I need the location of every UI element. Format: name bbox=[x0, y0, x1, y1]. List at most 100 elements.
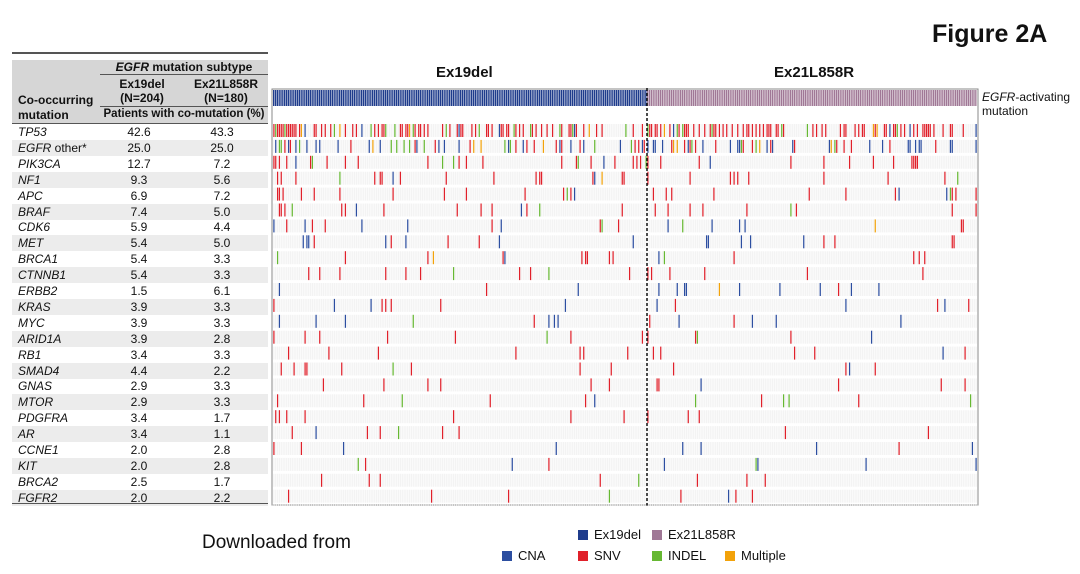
egfr-activating-cell bbox=[830, 90, 832, 106]
mutation-mark bbox=[364, 457, 367, 471]
mutation-mark bbox=[951, 235, 953, 249]
egfr-activating-cell bbox=[403, 90, 405, 106]
mutation-mark bbox=[898, 187, 900, 201]
egfr-activating-cell bbox=[505, 90, 508, 106]
ex21l858r-pct: 3.3 bbox=[213, 252, 231, 267]
mutation-mark bbox=[755, 124, 757, 137]
mutation-mark bbox=[742, 124, 744, 137]
egfr-activating-cell bbox=[362, 90, 365, 106]
ex19del-pct: 5.4 bbox=[130, 252, 148, 267]
egfr-activating-cell bbox=[586, 90, 588, 106]
mutation-mark bbox=[771, 139, 774, 153]
mutation-mark bbox=[575, 124, 578, 137]
mutation-mark bbox=[300, 442, 303, 455]
mutation-mark bbox=[506, 124, 508, 137]
egfr-activating-cell bbox=[412, 90, 414, 106]
mutation-mark bbox=[344, 124, 347, 137]
egfr-activating-cell bbox=[474, 90, 476, 106]
mutation-mark bbox=[770, 124, 772, 137]
mutation-mark bbox=[407, 124, 409, 137]
mutation-mark bbox=[546, 124, 548, 137]
mutation-mark bbox=[694, 330, 697, 344]
mutation-mark bbox=[689, 171, 691, 185]
mutation-mark bbox=[913, 251, 915, 265]
mutation-mark bbox=[601, 219, 603, 233]
mutation-mark bbox=[344, 251, 347, 265]
egfr-activating-cell bbox=[504, 90, 506, 106]
mutation-mark bbox=[507, 124, 510, 137]
egfr-activating-cell bbox=[834, 90, 836, 106]
egfr-activating-cell bbox=[364, 90, 366, 106]
mutation-mark bbox=[889, 124, 891, 137]
legend-swatch-multiple bbox=[725, 551, 735, 561]
mutation-mark bbox=[638, 473, 640, 487]
mutation-mark bbox=[568, 124, 570, 137]
egfr-activating-cell bbox=[291, 90, 293, 106]
mutation-mark bbox=[685, 124, 688, 137]
egfr-activating-cell bbox=[614, 90, 616, 106]
egfr-activating-cell bbox=[522, 90, 524, 106]
mutation-mark bbox=[643, 139, 645, 153]
egfr-activating-cell bbox=[879, 90, 882, 106]
egfr-activating-cell bbox=[755, 90, 757, 106]
mutation-mark bbox=[825, 124, 827, 137]
mutation-mark bbox=[390, 139, 392, 153]
egfr-activating-cell bbox=[966, 90, 968, 106]
egfr-activating-cell bbox=[663, 90, 665, 106]
mutation-mark bbox=[881, 139, 884, 153]
mutation-mark bbox=[350, 139, 352, 153]
mutation-mark bbox=[339, 171, 341, 185]
mutation-mark bbox=[676, 124, 678, 137]
mutation-mark bbox=[403, 139, 405, 153]
ex21l858r-pct: 7.2 bbox=[213, 188, 231, 203]
mutation-mark bbox=[975, 203, 977, 217]
egfr-activating-cell bbox=[956, 90, 959, 106]
mutation-mark bbox=[669, 124, 671, 137]
mutation-mark bbox=[306, 362, 308, 376]
mutation-mark bbox=[531, 124, 534, 137]
egfr-activating-cell bbox=[318, 90, 321, 106]
legend-swatch-ex19del bbox=[578, 530, 588, 540]
egfr-activating-cell bbox=[579, 90, 581, 106]
ex21l858r-pct: 2.2 bbox=[213, 490, 231, 505]
egfr-activating-cell bbox=[480, 90, 482, 106]
mutation-mark bbox=[396, 139, 398, 153]
mutation-mark bbox=[280, 124, 282, 137]
egfr-activating-cell bbox=[370, 90, 372, 106]
mutation-mark bbox=[408, 139, 411, 153]
mutation-mark bbox=[441, 155, 444, 169]
egfr-activating-cell bbox=[944, 90, 946, 106]
egfr-activating-cell bbox=[799, 90, 801, 106]
mutation-mark bbox=[324, 124, 326, 137]
mutation-mark bbox=[749, 235, 752, 249]
egfr-activating-cell bbox=[900, 90, 902, 106]
mutation-mark bbox=[777, 124, 779, 137]
mutation-mark bbox=[845, 124, 847, 137]
egfr-activating-cell bbox=[683, 90, 685, 106]
egfr-activating-cell bbox=[914, 90, 916, 106]
legend-swatch-indel bbox=[652, 551, 662, 561]
mutation-mark bbox=[594, 171, 596, 185]
mutation-mark bbox=[584, 394, 587, 408]
ex21l858r-pct: 2.2 bbox=[213, 363, 231, 378]
ex19del-pct: 3.9 bbox=[130, 331, 148, 346]
mutation-mark bbox=[751, 489, 754, 503]
mutation-mark bbox=[803, 235, 805, 249]
mutation-mark bbox=[608, 251, 611, 265]
mutation-mark bbox=[913, 155, 915, 169]
table-row: FGFR2 2.0 2.2 bbox=[12, 489, 268, 506]
egfr-activating-cell bbox=[890, 90, 893, 106]
egfr-activating-cell bbox=[460, 90, 462, 106]
gene-name: PDGFRA bbox=[18, 411, 69, 426]
egfr-activating-cell bbox=[905, 90, 907, 106]
mutation-mark bbox=[911, 155, 913, 169]
egfr-activating-cell bbox=[692, 90, 695, 106]
mutation-mark bbox=[869, 139, 871, 153]
mutation-mark bbox=[370, 298, 372, 312]
gene-name: CTNNB1 bbox=[18, 268, 67, 283]
mutation-mark bbox=[381, 124, 383, 137]
mutation-mark bbox=[782, 124, 785, 137]
egfr-activating-cell bbox=[551, 90, 553, 106]
mutation-mark bbox=[650, 267, 653, 281]
mutation-mark bbox=[819, 283, 821, 296]
